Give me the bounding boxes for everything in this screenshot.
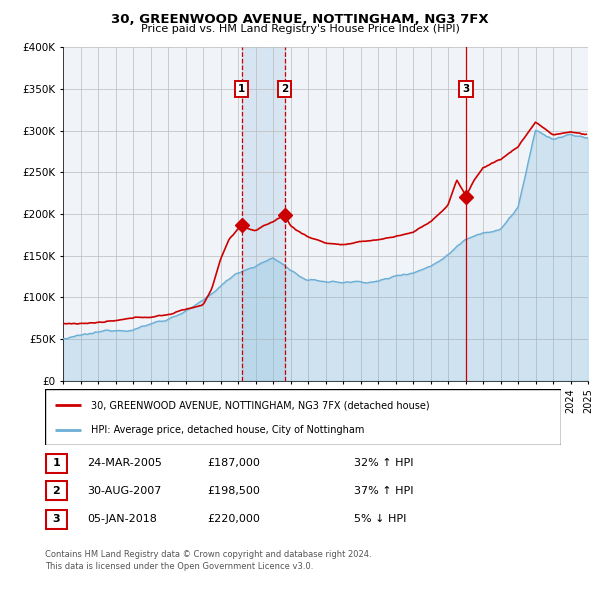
Text: £220,000: £220,000 xyxy=(208,514,260,524)
Text: 37% ↑ HPI: 37% ↑ HPI xyxy=(354,486,413,496)
Text: 5% ↓ HPI: 5% ↓ HPI xyxy=(354,514,406,524)
Text: Contains HM Land Registry data © Crown copyright and database right 2024.: Contains HM Land Registry data © Crown c… xyxy=(45,550,371,559)
Text: 24-MAR-2005: 24-MAR-2005 xyxy=(87,458,162,468)
Text: 30-AUG-2007: 30-AUG-2007 xyxy=(87,486,161,496)
Text: 30, GREENWOOD AVENUE, NOTTINGHAM, NG3 7FX (detached house): 30, GREENWOOD AVENUE, NOTTINGHAM, NG3 7F… xyxy=(91,400,430,410)
Text: 32% ↑ HPI: 32% ↑ HPI xyxy=(354,458,413,468)
Text: Price paid vs. HM Land Registry's House Price Index (HPI): Price paid vs. HM Land Registry's House … xyxy=(140,24,460,34)
Text: 3: 3 xyxy=(463,84,470,94)
Text: 30, GREENWOOD AVENUE, NOTTINGHAM, NG3 7FX: 30, GREENWOOD AVENUE, NOTTINGHAM, NG3 7F… xyxy=(111,13,489,26)
Text: 1: 1 xyxy=(53,458,60,468)
Text: HPI: Average price, detached house, City of Nottingham: HPI: Average price, detached house, City… xyxy=(91,425,365,435)
Text: 2: 2 xyxy=(53,486,60,496)
Text: £198,500: £198,500 xyxy=(208,486,260,496)
Bar xyxy=(242,47,285,381)
Text: 05-JAN-2018: 05-JAN-2018 xyxy=(87,514,157,524)
Text: £187,000: £187,000 xyxy=(208,458,260,468)
Text: This data is licensed under the Open Government Licence v3.0.: This data is licensed under the Open Gov… xyxy=(45,562,313,571)
Text: 1: 1 xyxy=(238,84,245,94)
Text: 3: 3 xyxy=(53,514,60,524)
Text: 2: 2 xyxy=(281,84,289,94)
